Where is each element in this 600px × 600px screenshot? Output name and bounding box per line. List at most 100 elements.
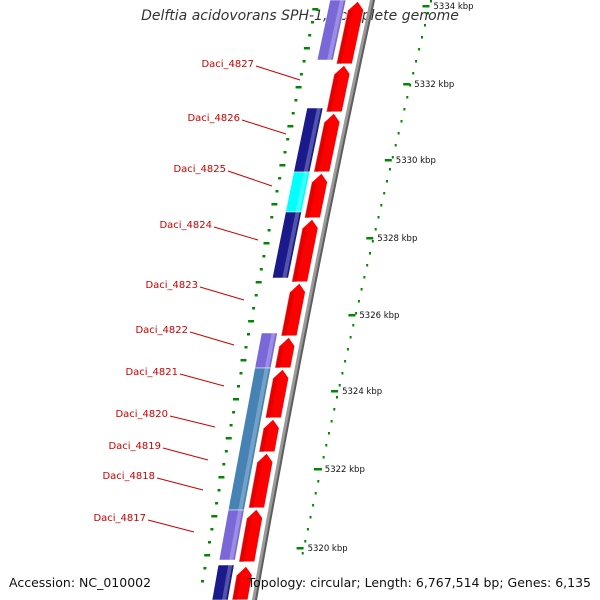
reverse-gene-block xyxy=(271,211,302,279)
scale-dot xyxy=(325,444,328,447)
gc-dash xyxy=(283,151,287,154)
backbone-shadow xyxy=(255,0,375,600)
gc-dash xyxy=(263,242,270,245)
gene-label-leader xyxy=(179,373,225,387)
block-highlight xyxy=(222,565,233,600)
gc-dash xyxy=(225,437,232,440)
scale-label: 5322 kbp xyxy=(325,465,365,475)
gc-dash xyxy=(287,125,294,128)
gc-dash xyxy=(217,489,221,492)
scale-dot xyxy=(333,408,336,411)
gene-label-leader xyxy=(213,226,259,241)
scale-dot xyxy=(412,72,415,75)
forward-strand-track xyxy=(231,0,365,600)
arrow-shade xyxy=(291,228,308,282)
arrow-shade xyxy=(326,74,340,112)
gc-dash xyxy=(201,580,204,583)
map-title: Delftia acidovorans SPH-1, complete geno… xyxy=(141,8,459,24)
scale-dot xyxy=(320,468,322,471)
gc-dash xyxy=(252,307,256,310)
scale-dot xyxy=(338,384,341,387)
gene-label-leader xyxy=(227,170,273,187)
gc-dash xyxy=(232,411,236,414)
gc-dash xyxy=(222,463,226,466)
topology-text: Topology: circular; Length: 6,767,514 bp… xyxy=(247,575,591,590)
gene-label-leader xyxy=(241,119,287,135)
scale-dot xyxy=(430,0,432,3)
scale-dot xyxy=(357,300,360,303)
scale-dot xyxy=(312,504,315,507)
scale-dot xyxy=(371,240,374,243)
scale-dot xyxy=(377,216,380,219)
arrow-shade xyxy=(274,346,284,368)
forward-gene-arrow xyxy=(258,418,280,453)
gc-dash xyxy=(211,515,218,518)
gc-dash xyxy=(267,229,271,232)
scale-major-tick xyxy=(403,83,411,86)
scale-dot xyxy=(366,264,369,267)
scale-dot xyxy=(415,60,418,63)
gc-dash xyxy=(203,567,207,570)
scale-dot xyxy=(322,456,325,459)
gc-dash xyxy=(279,164,286,167)
scale-ruler: 5334 kbp 5332 kbp 5330 kbp 5328 kbp 5326 kbp… xyxy=(296,0,474,555)
scale-label: 5324 kbp xyxy=(342,387,382,397)
gc-dash xyxy=(248,320,255,323)
gc-dash xyxy=(247,333,250,336)
gene-label: Daci_4825 xyxy=(173,164,226,175)
scale-dot xyxy=(427,12,429,15)
forward-gene-arrow xyxy=(325,64,351,113)
gc-dash xyxy=(311,21,314,24)
scale-label: 5330 kbp xyxy=(396,156,436,166)
scale-label: 5328 kbp xyxy=(377,234,417,244)
scale-dot xyxy=(349,336,352,339)
scale-dot xyxy=(301,552,304,555)
gc-dash xyxy=(224,450,228,453)
block-highlight xyxy=(295,172,308,212)
gene-label: Daci_4817 xyxy=(93,513,146,524)
scale-dot xyxy=(397,132,400,135)
scale-dot xyxy=(341,372,344,375)
gc-skew-track xyxy=(201,8,319,583)
scale-dot xyxy=(363,276,366,279)
forward-gene-arrow xyxy=(238,508,264,563)
scale-label: 5334 kbp xyxy=(434,2,474,12)
arrow-shade xyxy=(238,518,252,562)
gene-label: Daci_4820 xyxy=(115,409,168,420)
gc-dash xyxy=(278,177,282,180)
gene-label-leader xyxy=(199,286,245,301)
scale-dot xyxy=(406,96,409,99)
forward-gene-arrow xyxy=(335,0,365,65)
gene-label-leader xyxy=(189,331,235,346)
scale-dot xyxy=(360,288,363,291)
gene-labels: Daci_4827 Daci_4826 Daci_4825 Daci_4824 Daci… xyxy=(93,59,301,533)
gene-label: Daci_4826 xyxy=(187,113,240,124)
gene-label: Daci_4819 xyxy=(108,441,161,452)
gc-dash xyxy=(270,216,274,219)
gene-label: Daci_4823 xyxy=(145,280,198,291)
scale-label: 5326 kbp xyxy=(359,311,399,321)
block-highlight xyxy=(238,368,269,510)
scale-dot xyxy=(317,480,320,483)
scale-dot xyxy=(394,144,397,147)
scale-dot xyxy=(355,312,358,315)
gc-dash xyxy=(295,86,302,89)
gc-dash xyxy=(237,385,240,388)
scale-major-tick xyxy=(331,390,339,393)
forward-gene-arrow xyxy=(247,452,274,509)
arrow-shade xyxy=(336,10,353,64)
backbone-band xyxy=(252,0,375,600)
gc-dash xyxy=(218,476,225,479)
scale-major-tick xyxy=(366,237,374,240)
scale-label: 5332 kbp xyxy=(414,80,454,90)
gc-dash xyxy=(271,203,278,206)
scale-dot xyxy=(403,108,406,111)
gene-label-leader xyxy=(169,415,216,428)
scale-dot xyxy=(352,324,355,327)
scale-dot xyxy=(344,360,347,363)
scale-dot xyxy=(400,120,403,123)
forward-gene-arrow xyxy=(280,282,307,337)
accession-text: Accession: NC_010002 xyxy=(9,575,152,590)
gc-dash xyxy=(240,359,247,362)
